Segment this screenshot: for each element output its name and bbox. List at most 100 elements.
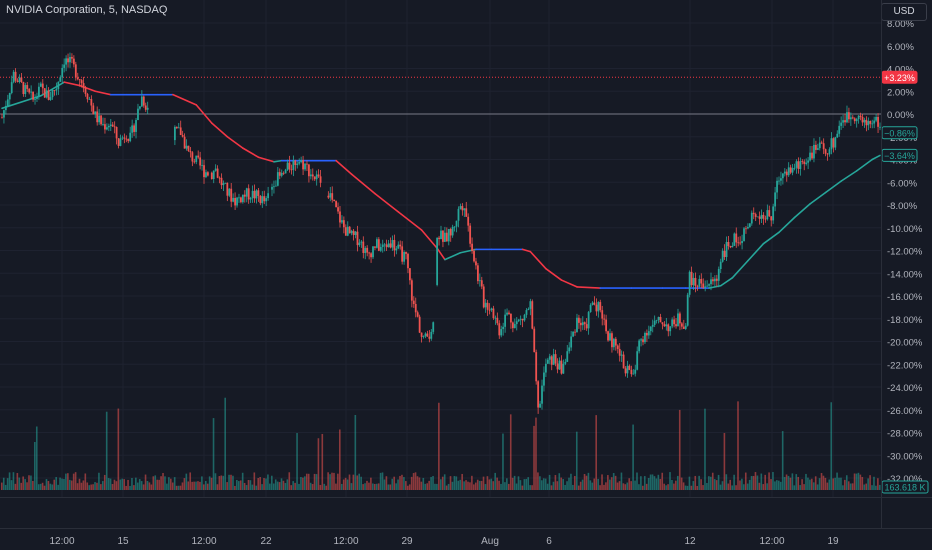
candle-body [579,322,582,326]
volume-bar [228,474,230,490]
candle-body [447,228,450,242]
candle-body [282,172,285,174]
candle-body [3,110,5,118]
volume-bar [45,479,48,490]
candle-body [370,253,372,258]
volume-bar [865,483,868,490]
volume-bar [455,476,458,490]
volume-bar [243,482,246,490]
volume-bar [74,472,77,490]
candle-body [342,220,345,228]
ma-segment [719,276,734,287]
volume-bar [10,480,13,490]
candle-body [241,194,244,203]
volume-bar [90,484,92,490]
candle-body [515,321,518,325]
volume-bar [607,475,609,490]
volume-bar [463,481,465,490]
price-label-box [881,70,918,84]
candle-body [191,152,194,162]
reference-lines [0,76,881,115]
candle-body [644,332,646,343]
price-label-box [881,126,918,140]
volume-bar [346,479,349,490]
volume-bar [356,475,359,490]
candle-body [564,361,567,364]
candle-body [98,115,101,123]
volume-bar [57,484,59,490]
volume-bar [539,476,541,490]
volume-bar [737,401,739,490]
volume-bar [117,408,120,490]
candle-body [506,312,508,315]
volume-bar [766,483,768,490]
volume-bar [546,483,549,490]
volume-bar [537,472,539,490]
volume-bar [41,482,44,490]
currency-button[interactable]: USD [881,3,927,21]
candle-body [591,302,594,306]
volume-bar [593,478,596,490]
volume-bar [105,411,108,490]
volume-bar [335,483,337,490]
volume-bar [405,481,407,490]
candle-body [552,354,555,365]
volume-bar [558,473,561,490]
candle-body [249,198,252,200]
volume-bar [818,478,821,490]
candle-body [395,248,398,251]
volume-bar [406,485,409,490]
volume-bar [801,479,803,490]
volume-bar [210,477,213,490]
volume-bar [453,476,456,490]
candle-body [556,363,559,370]
volume-bar [164,476,166,490]
candle-body [760,214,763,219]
volume-bar [18,477,21,490]
volume-bar [311,484,314,490]
candle-body [436,237,439,285]
volume-bar [34,441,36,490]
candle-body [527,308,530,311]
volume-bar [871,485,873,490]
candle-body [842,120,844,123]
candle-body [317,174,320,177]
candle-body [26,85,29,89]
volume-bar [420,481,423,490]
candle-body [739,242,742,244]
candle-body [513,324,516,329]
candle-body [735,233,738,243]
candle-body [140,96,143,107]
volume-bar [803,484,805,490]
candle-body [832,138,835,148]
y-tick-label: -28.00% [887,429,923,440]
ma-segment [374,192,400,213]
y-axis[interactable]: 8.00%6.00%4.00%2.00%0.00%-2.00%-4.00%-6.… [887,19,923,485]
candle-body [234,197,236,206]
volume-bar [329,474,331,490]
candle-body [193,161,196,163]
volume-bar [504,482,506,490]
candle-body [783,171,786,174]
volume-bar [574,475,576,490]
y-tick-label: -8.00% [887,201,918,212]
x-tick-label: 12:00 [191,536,216,547]
volume-bar [867,478,869,490]
candle-body [471,243,473,251]
candle-body [187,145,190,152]
ma-segment [444,251,462,261]
candle-body [352,230,355,235]
candle-body [92,105,95,115]
candle-body [397,244,400,249]
volume-bar [121,478,124,490]
candle-body [24,85,27,95]
volume-bar [76,483,79,490]
candle-body [129,132,132,142]
candle-body [416,312,419,317]
x-axis[interactable]: 12:00 15 12:00 22 12:00 29 Aug 6 12 12:00 19 [49,536,839,547]
candle-body [838,125,841,134]
price-label: −3.64% [884,151,915,161]
volume-bar [653,476,656,490]
volume-bar [403,477,405,490]
